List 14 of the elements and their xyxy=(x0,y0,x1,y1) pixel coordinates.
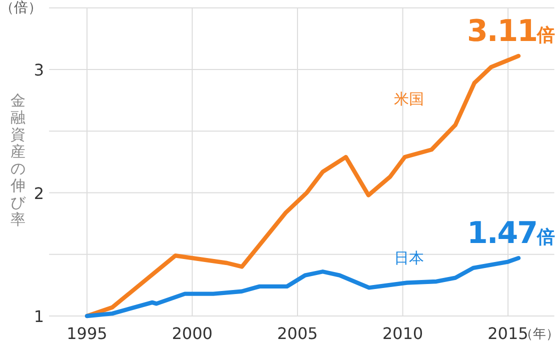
x-tick-label: 2000 xyxy=(172,324,213,343)
x-tick-label: 2010 xyxy=(382,324,424,343)
y-tick-label: 1 xyxy=(34,307,44,326)
y-tick-label: 2 xyxy=(34,184,44,203)
y-tick-label: 3 xyxy=(34,60,44,80)
data-label: 3.11倍 xyxy=(466,14,555,49)
text: 米国 xyxy=(394,90,424,108)
y-axis-title: 金融資産の伸び率 xyxy=(10,92,26,228)
x-tick-label: 2015 xyxy=(488,324,528,343)
series-label: 日本 xyxy=(394,249,424,268)
text: （倍） xyxy=(0,0,42,16)
data-label: 1.47倍 xyxy=(466,216,555,252)
x-tick-label: 1995 xyxy=(66,324,108,343)
x-tick-label: 2005 xyxy=(277,324,318,343)
